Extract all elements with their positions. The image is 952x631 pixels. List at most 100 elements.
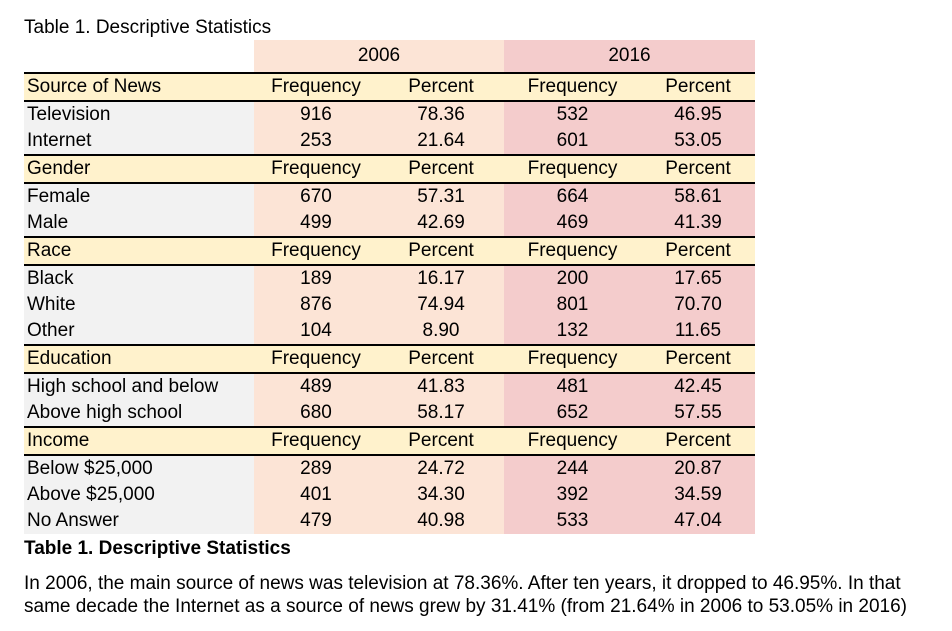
row-label: Above high school: [24, 400, 254, 427]
frequency-2006-cell: 104: [254, 318, 378, 345]
table-row: High school and below 489 41.83 481 42.45: [24, 373, 755, 400]
section-header-row: Race Frequency Percent Frequency Percent: [24, 236, 755, 266]
frequency-2016-cell: 200: [504, 265, 641, 292]
frequency-2006-header: Frequency: [254, 236, 378, 266]
percent-2006-cell: 42.69: [378, 210, 504, 237]
percent-2006-header: Percent: [378, 426, 504, 456]
row-label: Black: [24, 265, 254, 292]
frequency-2016-cell: 244: [504, 455, 641, 482]
frequency-2016-cell: 132: [504, 318, 641, 345]
table-caption-top: Table 1. Descriptive Statistics: [24, 17, 272, 38]
frequency-2016-cell: 652: [504, 400, 641, 427]
percent-2016-header: Percent: [641, 154, 755, 184]
frequency-2016-cell: 392: [504, 482, 641, 508]
row-label: Male: [24, 210, 254, 237]
frequency-2006-cell: 189: [254, 265, 378, 292]
percent-2016-cell: 20.87: [641, 455, 755, 482]
frequency-2006-cell: 916: [254, 101, 378, 128]
row-label: Above $25,000: [24, 482, 254, 508]
percent-2016-cell: 57.55: [641, 400, 755, 427]
percent-2016-cell: 47.04: [641, 508, 755, 534]
percent-2016-cell: 58.61: [641, 183, 755, 210]
section-title: Gender: [24, 154, 254, 184]
table-row: White 876 74.94 801 70.70: [24, 292, 755, 318]
table-row: Other 104 8.90 132 11.65: [24, 318, 755, 345]
year-2016-header: 2016: [504, 40, 755, 73]
percent-2016-cell: 11.65: [641, 318, 755, 345]
percent-2006-header: Percent: [378, 154, 504, 184]
frequency-2006-cell: 253: [254, 128, 378, 155]
row-label: Below $25,000: [24, 455, 254, 482]
percent-2006-cell: 8.90: [378, 318, 504, 345]
frequency-2016-header: Frequency: [504, 426, 641, 456]
section-header-row: Source of News Frequency Percent Frequency P…: [24, 72, 755, 102]
row-label: Television: [24, 101, 254, 128]
frequency-2016-header: Frequency: [504, 344, 641, 374]
frequency-2016-header: Frequency: [504, 236, 641, 266]
row-label: White: [24, 292, 254, 318]
table-caption-bottom: Table 1. Descriptive Statistics: [24, 538, 291, 559]
percent-2006-cell: 78.36: [378, 101, 504, 128]
frequency-2006-cell: 499: [254, 210, 378, 237]
row-label: High school and below: [24, 373, 254, 400]
table-row: Female 670 57.31 664 58.61: [24, 183, 755, 210]
frequency-2016-cell: 532: [504, 101, 641, 128]
percent-2016-cell: 34.59: [641, 482, 755, 508]
frequency-2016-header: Frequency: [504, 154, 641, 184]
percent-2016-cell: 17.65: [641, 265, 755, 292]
percent-2006-cell: 21.64: [378, 128, 504, 155]
frequency-2006-cell: 670: [254, 183, 378, 210]
percent-2006-cell: 74.94: [378, 292, 504, 318]
percent-2016-header: Percent: [641, 426, 755, 456]
section-header-row: Education Frequency Percent Frequency Percen…: [24, 344, 755, 374]
section-title: Education: [24, 344, 254, 374]
row-label: Other: [24, 318, 254, 345]
summary-paragraph: In 2006, the main source of news was tel…: [24, 572, 952, 618]
corner-cell: [24, 40, 254, 73]
table-row: Above $25,000 401 34.30 392 34.59: [24, 482, 755, 508]
section-header-row: Gender Frequency Percent Frequency Percent: [24, 154, 755, 184]
frequency-2016-cell: 469: [504, 210, 641, 237]
percent-2006-header: Percent: [378, 236, 504, 266]
percent-2016-cell: 70.70: [641, 292, 755, 318]
percent-2006-cell: 58.17: [378, 400, 504, 427]
table-row: Above high school 680 58.17 652 57.55: [24, 400, 755, 427]
descriptive-statistics-table: 2006 2016 Source of News Frequency Percent…: [24, 40, 755, 534]
percent-2006-header: Percent: [378, 344, 504, 374]
year-header-row: 2006 2016: [24, 40, 755, 73]
frequency-2016-cell: 801: [504, 292, 641, 318]
frequency-2006-cell: 876: [254, 292, 378, 318]
frequency-2006-cell: 680: [254, 400, 378, 427]
year-2006-header: 2006: [254, 40, 504, 73]
section-header-row: Income Frequency Percent Frequency Percent: [24, 426, 755, 456]
frequency-2006-cell: 489: [254, 373, 378, 400]
percent-2006-cell: 41.83: [378, 373, 504, 400]
frequency-2006-cell: 401: [254, 482, 378, 508]
frequency-2016-header: Frequency: [504, 72, 641, 102]
frequency-2006-header: Frequency: [254, 72, 378, 102]
frequency-2016-cell: 601: [504, 128, 641, 155]
summary-line-1: In 2006, the main source of news was tel…: [24, 573, 901, 594]
table-row: Television 916 78.36 532 46.95: [24, 101, 755, 128]
percent-2006-header: Percent: [378, 72, 504, 102]
frequency-2016-cell: 664: [504, 183, 641, 210]
frequency-2006-header: Frequency: [254, 344, 378, 374]
frequency-2006-header: Frequency: [254, 154, 378, 184]
percent-2016-header: Percent: [641, 72, 755, 102]
row-label: Female: [24, 183, 254, 210]
percent-2006-cell: 34.30: [378, 482, 504, 508]
table-row: Male 499 42.69 469 41.39: [24, 210, 755, 237]
table-row: Internet 253 21.64 601 53.05: [24, 128, 755, 155]
frequency-2006-cell: 479: [254, 508, 378, 534]
section-title: Income: [24, 426, 254, 456]
table-row: Black 189 16.17 200 17.65: [24, 265, 755, 292]
table-row: Below $25,000 289 24.72 244 20.87: [24, 455, 755, 482]
summary-line-2: same decade the Internet as a source of …: [24, 596, 907, 617]
frequency-2006-cell: 289: [254, 455, 378, 482]
percent-2016-cell: 46.95: [641, 101, 755, 128]
percent-2006-cell: 57.31: [378, 183, 504, 210]
percent-2006-cell: 40.98: [378, 508, 504, 534]
percent-2016-header: Percent: [641, 344, 755, 374]
percent-2016-header: Percent: [641, 236, 755, 266]
